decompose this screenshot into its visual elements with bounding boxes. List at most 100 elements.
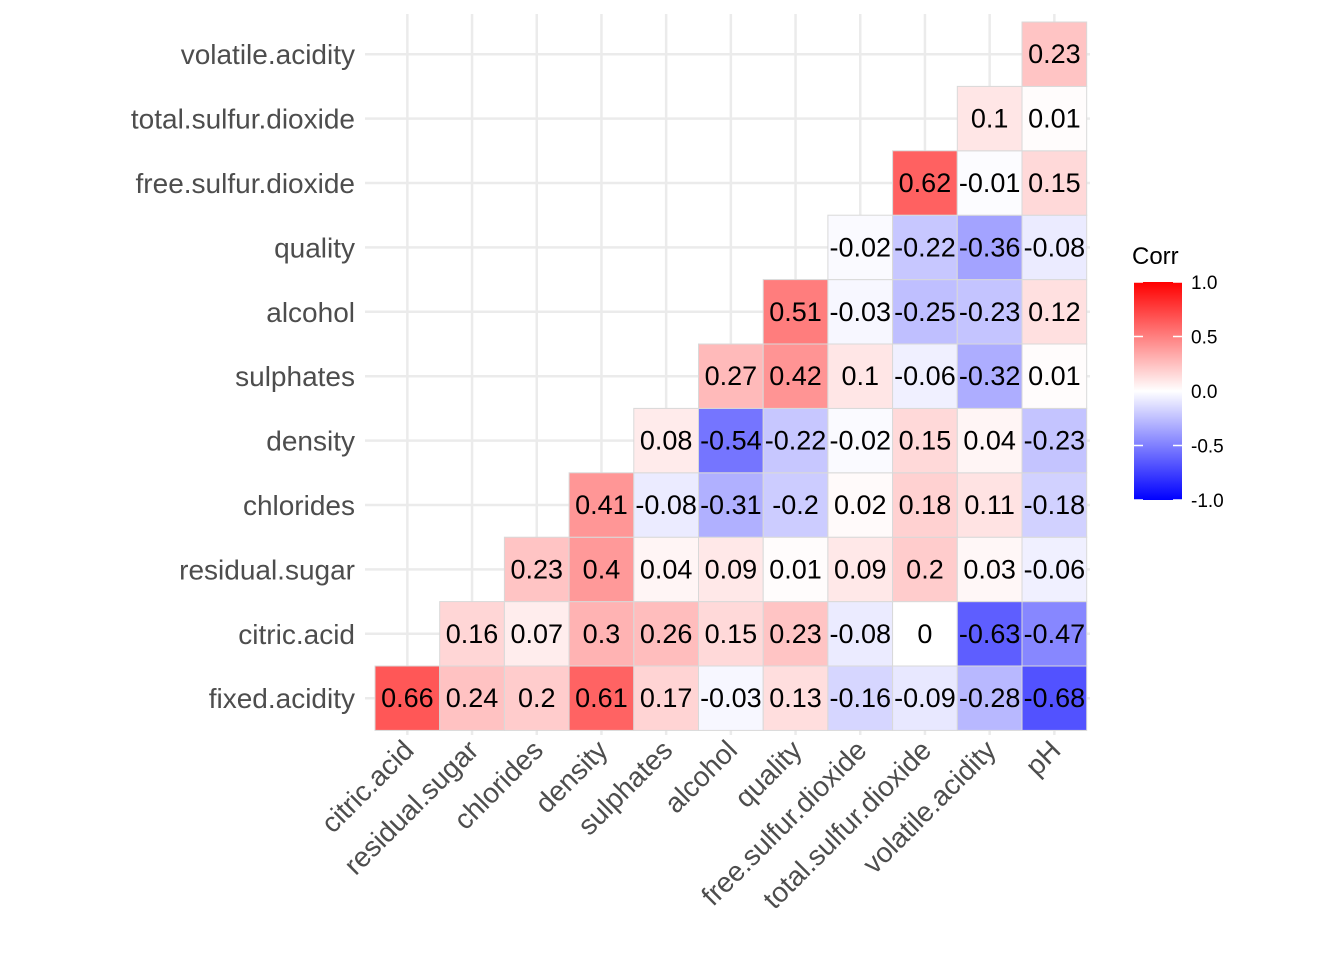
heatmap-cell xyxy=(827,407,894,474)
cell-value-label: 0.42 xyxy=(769,361,822,391)
legend-tick-label: 0.5 xyxy=(1191,328,1217,349)
heatmap-cell xyxy=(956,601,1023,667)
cell-value-label: -0.54 xyxy=(700,426,762,456)
heatmap-cell xyxy=(892,279,958,345)
cell-value-label: 0.66 xyxy=(381,683,434,713)
cell-value-label: 0.41 xyxy=(575,490,628,520)
x-tick-label: alcohol xyxy=(658,734,743,819)
heatmap-cell xyxy=(1021,150,1088,216)
cell-value-label: 0 xyxy=(917,619,932,649)
cell-value-label: -0.28 xyxy=(959,683,1021,713)
heatmap-cell xyxy=(956,472,1023,538)
heatmap-cell xyxy=(956,85,1023,152)
heatmap-cell xyxy=(1021,214,1088,281)
cell-value-label: 0.2 xyxy=(906,554,944,584)
y-tick-label: chlorides xyxy=(243,490,355,521)
cell-value-label: -0.01 xyxy=(959,168,1021,198)
heatmap-cell xyxy=(762,343,829,409)
cell-value-label: -0.18 xyxy=(1024,490,1086,520)
cell-value-label: -0.68 xyxy=(1024,683,1086,713)
heatmap-cell xyxy=(956,665,1023,731)
heatmap-cell xyxy=(698,407,764,474)
cell-value-label: -0.16 xyxy=(829,683,891,713)
cell-value-label: -0.03 xyxy=(700,683,762,713)
heatmap-cell xyxy=(503,601,570,667)
heatmap-cell xyxy=(827,343,894,409)
heatmap-cell-labels: 0.66 0.24 0.2 0.61 0.17 -0.03 0.13 -0.16 -0.09 -0… xyxy=(381,39,1085,713)
y-tick-label: sulphates xyxy=(235,361,355,392)
cell-value-label: 0.23 xyxy=(1028,39,1081,69)
cell-value-label: -0.31 xyxy=(700,490,762,520)
cell-value-label: 0.09 xyxy=(705,554,758,584)
cell-value-label: 0.04 xyxy=(963,426,1016,456)
cell-value-label: 0.11 xyxy=(964,490,1015,520)
heatmap-cells xyxy=(374,21,1088,731)
heatmap-cell xyxy=(633,472,699,538)
y-tick-label: alcohol xyxy=(266,297,355,328)
heatmap-cell xyxy=(762,407,829,474)
heatmap-cell xyxy=(633,665,699,731)
y-tick-label: free.sulfur.dioxide xyxy=(136,168,355,199)
y-tick-label: citric.acid xyxy=(238,619,355,650)
cell-value-label: 0.15 xyxy=(705,619,758,649)
cell-value-label: 0.16 xyxy=(446,619,499,649)
cell-value-label: 0.23 xyxy=(769,619,822,649)
heatmap-cell xyxy=(568,472,635,538)
legend-tick-label: -1.0 xyxy=(1191,491,1224,512)
y-tick-label: density xyxy=(266,426,355,457)
heatmap-cell xyxy=(633,536,699,603)
x-axis-labels: citric.acidresidual.sugarchloridesdensit… xyxy=(315,734,1066,914)
heatmap-cell xyxy=(762,665,829,731)
heatmap-cell xyxy=(892,343,958,409)
heatmap-cell xyxy=(503,665,570,731)
cell-value-label: -0.03 xyxy=(829,297,891,327)
heatmap-cell xyxy=(1021,407,1088,474)
heatmap-cell xyxy=(1021,472,1088,538)
heatmap-cell xyxy=(762,472,829,538)
heatmap-cell xyxy=(633,407,699,474)
heatmap-cell xyxy=(1021,85,1088,152)
cell-value-label: -0.08 xyxy=(635,490,697,520)
heatmap-cell xyxy=(633,601,699,667)
heatmap-cell xyxy=(827,472,894,538)
legend-tick-label: 1.0 xyxy=(1191,273,1217,294)
cell-value-label: -0.2 xyxy=(772,490,819,520)
cell-value-label: 0.01 xyxy=(1028,361,1081,391)
cell-value-label: -0.63 xyxy=(959,619,1021,649)
legend-title: Corr xyxy=(1132,243,1179,270)
cell-value-label: -0.02 xyxy=(829,426,891,456)
heatmap-cell xyxy=(698,536,764,603)
heatmap-cell xyxy=(827,601,894,667)
cell-value-label: 0.18 xyxy=(899,490,952,520)
cell-value-label: -0.09 xyxy=(894,683,956,713)
heatmap-cell xyxy=(956,343,1023,409)
cell-value-label: 0.15 xyxy=(1028,168,1081,198)
cell-value-label: -0.02 xyxy=(829,232,891,262)
cell-value-label: -0.23 xyxy=(1024,426,1086,456)
cell-value-label: -0.25 xyxy=(894,297,956,327)
cell-value-label: -0.23 xyxy=(959,297,1021,327)
x-tick-label: pH xyxy=(1019,734,1066,781)
cell-value-label: 0.12 xyxy=(1028,297,1081,327)
y-tick-label: fixed.acidity xyxy=(209,683,355,714)
cell-value-label: 0.13 xyxy=(769,683,822,713)
heatmap-cell xyxy=(1021,343,1088,409)
heatmap-cell xyxy=(892,601,958,667)
cell-value-label: -0.08 xyxy=(829,619,891,649)
cell-value-label: 0.1 xyxy=(841,361,879,391)
y-tick-label: residual.sugar xyxy=(179,554,355,585)
cell-value-label: 0.04 xyxy=(640,554,693,584)
cell-value-label: 0.51 xyxy=(769,297,822,327)
cell-value-label: 0.01 xyxy=(769,554,822,584)
y-axis-labels: fixed.acidity citric.acid residual.sugar ch… xyxy=(131,39,355,714)
heatmap-cell xyxy=(1021,601,1088,667)
heatmap-cell xyxy=(698,665,764,731)
legend-tick-label: -0.5 xyxy=(1191,437,1224,458)
cell-value-label: 0.26 xyxy=(640,619,693,649)
heatmap-cell xyxy=(827,214,894,281)
cell-value-label: 0.23 xyxy=(510,554,563,584)
legend-tick-label: 0.0 xyxy=(1191,382,1217,403)
heatmap-cell xyxy=(374,665,441,731)
heatmap-cell xyxy=(956,407,1023,474)
